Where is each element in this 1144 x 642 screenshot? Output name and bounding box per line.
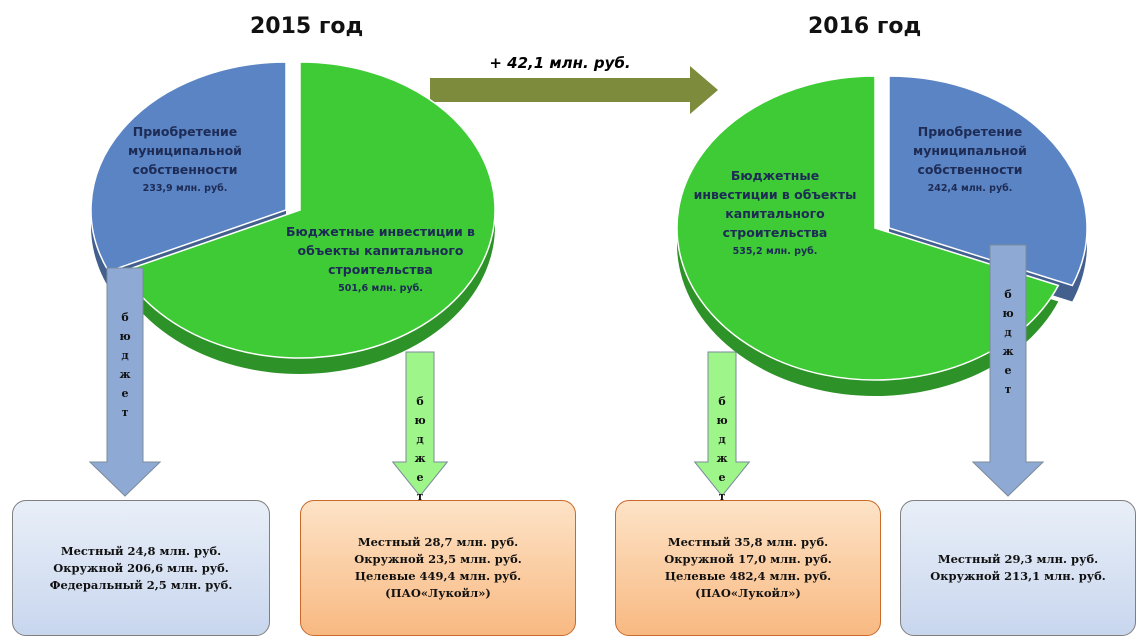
slice-label: Приобретение муниципальной собственности… [880,122,1060,198]
pie-title: 2016 год [808,14,922,39]
flow-arrow [971,244,1045,497]
slice-label: Приобретение муниципальной собственности… [95,122,275,198]
change-arrow [430,66,718,114]
slice-name: Бюджетные инвестиции в объекты капитальн… [286,224,475,277]
flow-arrow [391,351,449,497]
pie-title: 2015 год [250,14,364,39]
slice-value: 501,6 млн. руб. [338,283,423,294]
budget-box: Местный 28,7 млн. руб. Окружной 23,5 млн.… [300,500,576,636]
slice-name: Приобретение муниципальной собственности [913,124,1027,177]
slice-label: Бюджетные инвестиции в объекты капитальн… [268,222,493,298]
slice-name: Приобретение муниципальной собственности [128,124,242,177]
budget-line: Местный 29,3 млн. руб. [937,552,1099,566]
change-label: + 42,1 млн. руб. [489,54,631,72]
slice-value: 233,9 млн. руб. [142,183,228,194]
budget-line: Федеральный 2,5 млн. руб. [49,577,233,592]
budget-line: Целевые 449,4 млн. руб. [354,569,522,583]
budget-line: Окружной 17,0 млн. руб. [664,552,832,566]
slice-value: 535,2 млн. руб. [732,246,818,257]
flow-arrow [88,267,162,497]
slice-value: 242,4 млн. руб. [927,183,1013,194]
flow-label: бюджет [119,311,131,419]
slice-name: Бюджетные инвестиции в объекты капитальн… [693,168,857,240]
flow-label: бюджет [716,395,728,503]
budget-box: Местный 35,8 млн. руб. Окружной 17,0 млн.… [615,500,881,636]
pie-slice [121,61,496,359]
budget-line: (ПАО«Лукойл») [385,586,491,600]
flow-arrow [693,351,751,497]
budget-line: Местный 24,8 млн. руб. [60,543,222,558]
budget-line: Местный 35,8 млн. руб. [667,535,829,549]
flow-label: бюджет [1002,288,1014,396]
budget-line: (ПАО«Лукойл») [695,586,801,600]
flow-label: бюджет [414,395,426,503]
budget-box: Местный 29,3 млн. руб. Окружной 213,1 млн… [900,500,1136,636]
budget-box: Местный 24,8 млн. руб. Окружной 206,6 млн… [12,500,270,636]
pie-slice [676,75,1060,381]
pie-slice [888,75,1088,287]
budget-line: Местный 28,7 млн. руб. [357,535,519,549]
budget-line: Окружной 213,1 млн. руб. [930,569,1106,583]
pie-slice [90,61,287,273]
slice-label: Бюджетные инвестиции в объекты капитальн… [690,166,860,261]
budget-line: Целевые 482,4 млн. руб. [664,569,832,583]
budget-line: Окружной 206,6 млн. руб. [53,560,229,575]
budget-line: Окружной 23,5 млн. руб. [354,552,522,566]
